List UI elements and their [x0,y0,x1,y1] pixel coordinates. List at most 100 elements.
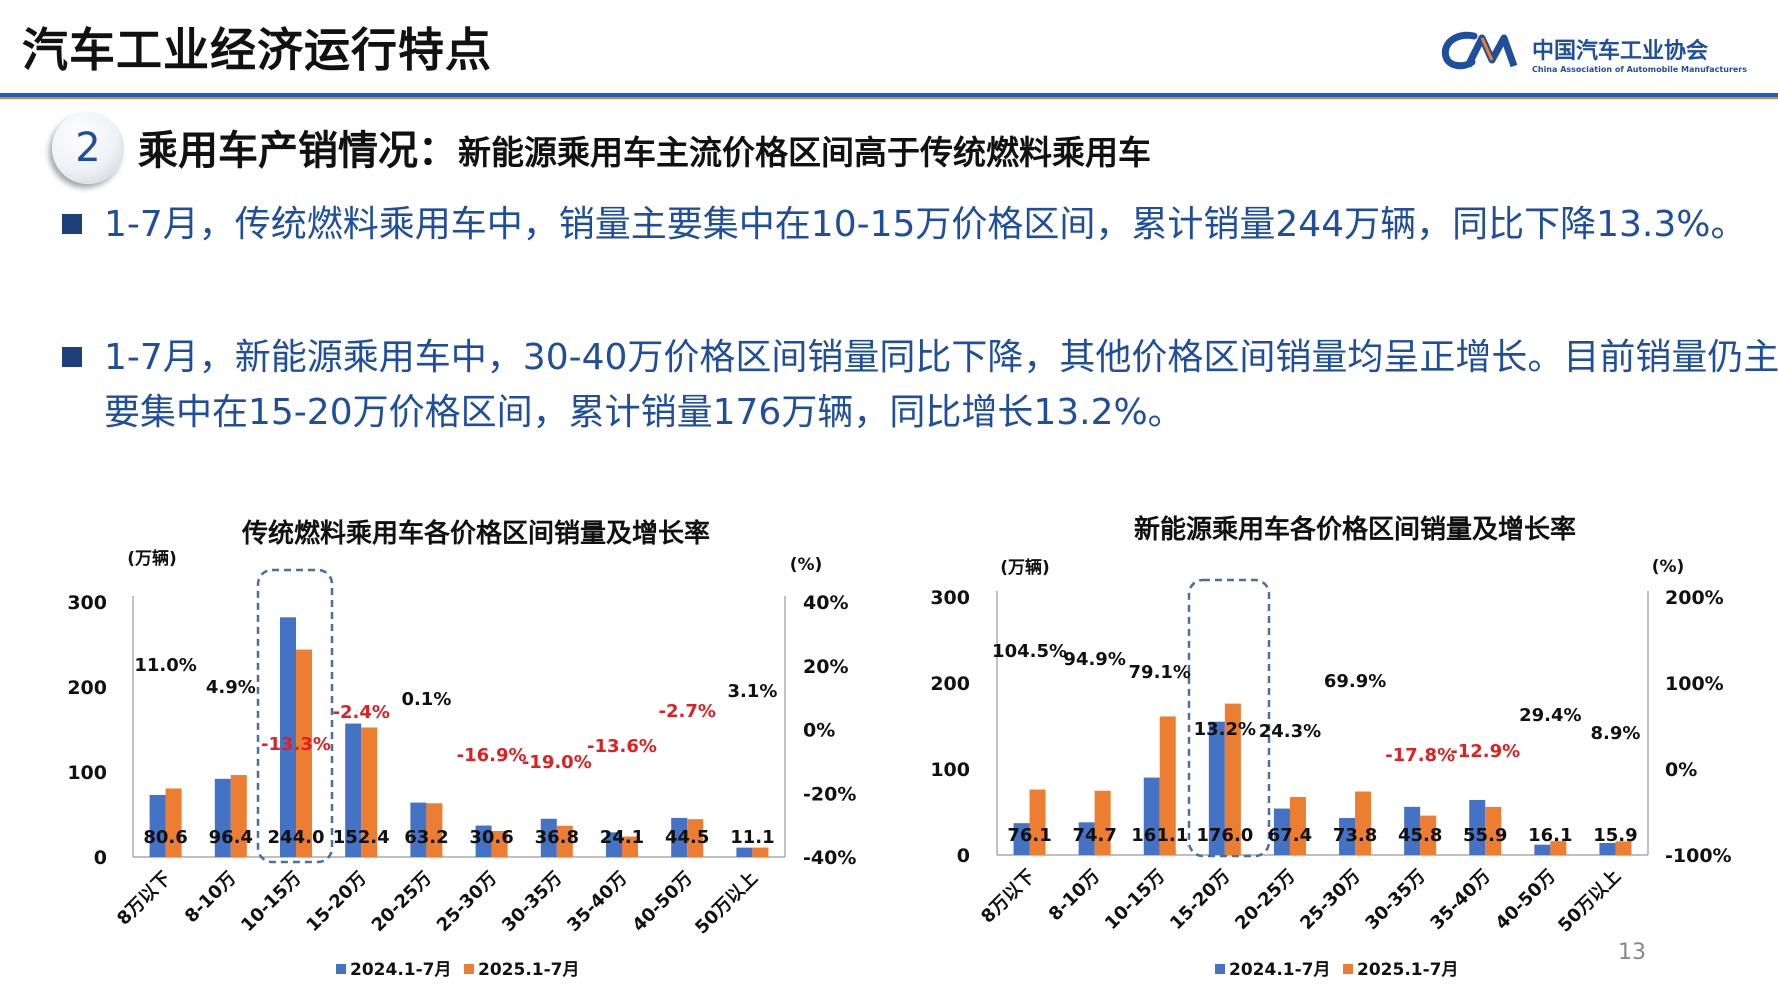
bar-2024 [1143,777,1160,855]
growth-label: 69.9% [1324,671,1386,692]
chart-title: 传统燃料乘用车各价格区间销量及增长率 [241,518,710,549]
bar-2025 [1159,716,1176,855]
y2-tick-label: 100% [1665,673,1724,695]
bar-2024 [149,794,166,857]
category-label: 8万以下 [977,866,1039,928]
y-axis-label: (万辆) [1000,557,1050,578]
growth-label: -2.7% [658,701,715,722]
growth-label: 4.9% [206,677,256,698]
growth-label: 13.2% [1194,719,1256,740]
category-label: 40-50万 [1492,866,1560,934]
bar-2025 [1289,797,1306,855]
growth-label: 24.3% [1259,721,1321,742]
bar-2025 [1550,841,1567,855]
category-label: 15-20万 [1166,866,1234,934]
growth-label: 8.9% [1590,723,1640,744]
y2-tick-label: -100% [1665,845,1732,867]
bar-2025 [426,803,443,857]
category-label: 30-35万 [1361,866,1429,934]
highlight-box [256,568,334,864]
bar-2024 [1599,842,1616,855]
bar-2025 [1485,806,1502,855]
y-tick-label: 100 [930,759,970,781]
logo-chinese-name: 中国汽车工业协会 [1532,39,1709,64]
bar-2024 [410,802,427,857]
growth-label: 104.5% [992,641,1067,662]
value-label: 73.8 [1333,825,1377,846]
bar-2024 [1208,721,1225,855]
value-label: 15.9 [1593,825,1637,846]
value-label: 24.1 [600,827,644,848]
y2-tick-label: -40% [803,847,856,869]
value-label: 63.2 [404,827,448,848]
y2-tick-label: 20% [803,656,848,678]
value-label: 55.9 [1463,825,1507,846]
value-label: 80.6 [143,827,187,848]
bar-2025 [556,825,573,857]
bar-2024 [1078,822,1095,855]
bullet-text: 1-7月，传统燃料乘用车中，销量主要集中在10-15万价格区间，累计销量244万… [104,204,1747,245]
bar-2024 [345,723,362,857]
y-axis-label: (万辆) [127,548,177,569]
y-tick-label: 100 [67,762,107,784]
category-label: 25-30万 [433,868,501,936]
y-tick-label: 0 [957,845,970,867]
value-label: 96.4 [209,827,253,848]
category-label: 15-20万 [302,868,370,936]
value-label: 67.4 [1268,825,1312,846]
y2-axis-label: (%) [1652,557,1685,577]
y2-tick-label: 40% [803,592,848,614]
y2-axis-label: (%) [790,555,823,575]
growth-label: 0.1% [401,689,451,710]
value-label: 36.8 [535,827,579,848]
bar-2024 [1469,799,1486,855]
legend-label-2025: 2025.1-7月 [478,960,580,980]
value-label: 45.8 [1398,825,1442,846]
bullet-text: 1-7月，新能源乘用车中，30-40万价格区间销量同比下降，其他价格区间销量均呈… [104,337,1778,433]
bar-2024 [1273,808,1290,855]
bar-2025 [687,819,704,857]
growth-label: 11.0% [134,655,196,676]
bar-2024 [736,847,753,857]
header-divider-orange [0,97,1778,99]
value-label: 244.0 [268,827,325,848]
legend-label-2024: 2024.1-7月 [350,960,452,980]
bullet-square-icon [62,347,82,367]
category-label: 8-10万 [1045,866,1104,925]
bar-2025 [1355,791,1372,855]
section-number: 2 [75,125,101,171]
growth-label: -13.3% [261,734,331,755]
bar-2025 [491,830,508,857]
bar-2025 [1615,841,1632,855]
bar-2024 [540,818,557,857]
growth-label: 3.1% [727,681,777,702]
value-label: 16.1 [1528,825,1572,846]
bar-2024 [214,778,231,857]
bullet-square-icon [62,214,82,234]
y-tick-label: 200 [67,677,107,699]
bar-2024 [475,825,492,857]
value-label: 30.6 [469,827,513,848]
value-label: 161.1 [1131,825,1188,846]
bar-2024 [606,832,622,857]
growth-label: 29.4% [1519,705,1581,726]
value-label: 74.7 [1072,825,1116,846]
bar-2025 [361,727,378,857]
growth-label: -17.8% [1385,745,1455,766]
bar-2025 [622,836,638,857]
page-title: 汽车工业经济运行特点 [22,23,492,77]
category-label: 30-35万 [498,868,566,936]
section-heading-main: 乘用车产销情况： [138,128,458,174]
legend-label-2025: 2025.1-7月 [1357,960,1459,980]
legend-swatch-2024 [1215,964,1225,974]
category-label: 50万以上 [691,868,762,939]
y2-tick-label: 0% [803,720,835,742]
bar-2024 [1339,818,1356,855]
cama-logo-mark-icon [1441,31,1518,70]
highlight-box [1187,578,1271,858]
bar-2025 [1094,790,1111,855]
growth-label: -13.6% [587,736,657,757]
legend-label-2024: 2024.1-7月 [1229,960,1331,980]
chart-title: 新能源乘用车各价格区间销量及增长率 [1134,514,1576,545]
